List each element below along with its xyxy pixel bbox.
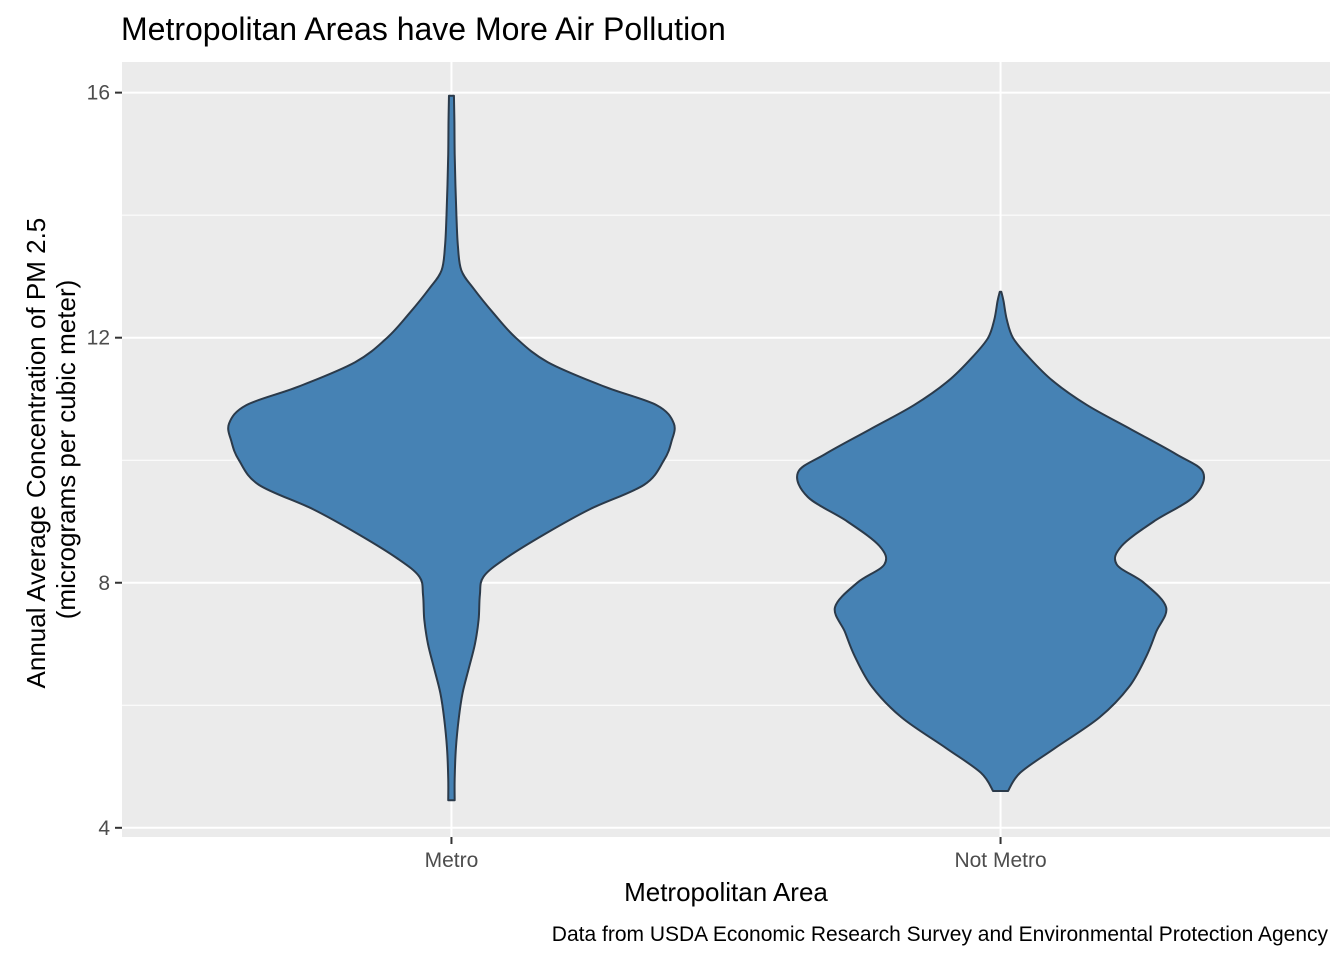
x-tick-label: Metro [425, 849, 479, 872]
violin-not-metro [796, 290, 1205, 793]
y-axis-title: Annual Average Concentration of PM 2.5 (… [21, 211, 81, 689]
y-tick-label: 12 [87, 327, 110, 350]
y-tick-label: 4 [98, 817, 110, 840]
y-tick-label: 16 [87, 82, 110, 105]
violins [227, 94, 1205, 802]
x-tick-label: Not Metro [954, 849, 1046, 872]
y-axis-title-line2: (micrograms per cubic meter) [51, 280, 81, 620]
violin-metro [227, 94, 676, 802]
x-axis-ticks: Metro Not Metro [425, 837, 1047, 872]
y-tick-label: 8 [98, 572, 110, 595]
chart-title: Metropolitan Areas have More Air Polluti… [121, 11, 726, 47]
chart-caption: Data from USDA Economic Research Survey … [552, 923, 1329, 946]
y-axis-ticks: 4 8 12 16 [87, 82, 122, 840]
x-axis-title: Metropolitan Area [624, 877, 828, 907]
y-axis-title-line1: Annual Average Concentration of PM 2.5 [21, 218, 51, 689]
